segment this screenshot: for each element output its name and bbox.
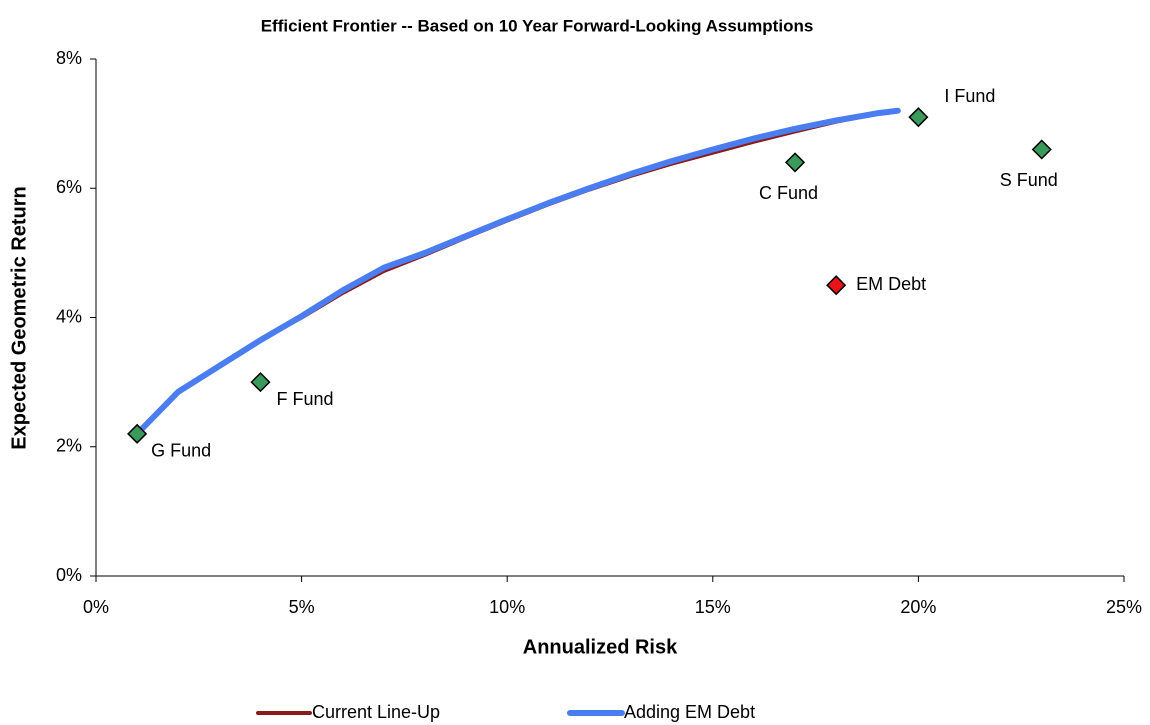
x-tick-label: 25% (1106, 597, 1142, 617)
y-tick-label: 4% (56, 306, 82, 326)
y-tick-label: 8% (56, 48, 82, 68)
y-tick-label: 6% (56, 177, 82, 197)
x-tick-label: 20% (900, 597, 936, 617)
point-label: G Fund (151, 441, 211, 461)
x-tick-label: 10% (489, 597, 525, 617)
data-point (127, 423, 148, 444)
data-point (908, 107, 929, 128)
y-tick-label: 0% (56, 565, 82, 585)
series-line (135, 108, 900, 436)
x-tick-label: 0% (83, 597, 109, 617)
point-label: F Fund (276, 389, 333, 409)
chart-title: Efficient Frontier -- Based on 10 Year F… (261, 16, 814, 35)
legend-label: Adding EM Debt (624, 702, 755, 722)
x-tick-label: 5% (289, 597, 315, 617)
point-label: I Fund (944, 86, 995, 106)
data-point (826, 275, 847, 296)
y-axis-title: Expected Geometric Return (8, 186, 30, 449)
point-label: C Fund (759, 183, 818, 203)
series-line (134, 107, 901, 437)
data-point (250, 372, 271, 393)
x-tick-label: 15% (695, 597, 731, 617)
point-label: EM Debt (856, 274, 926, 294)
data-point (784, 152, 806, 173)
data-point (1031, 139, 1052, 160)
x-axis-title: Annualized Risk (523, 636, 678, 658)
legend-label: Current Line-Up (312, 702, 440, 722)
y-tick-label: 2% (56, 436, 82, 456)
point-label: S Fund (1000, 170, 1058, 190)
